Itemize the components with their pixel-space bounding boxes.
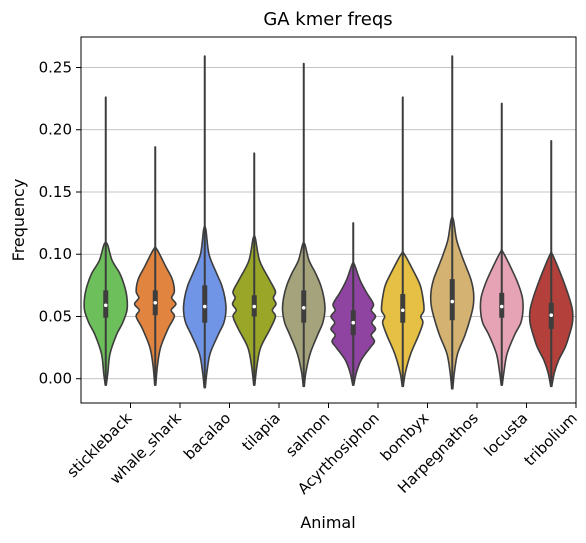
- y-tick-label: 0.15: [39, 183, 72, 201]
- y-axis-title: Frequency: [9, 179, 28, 262]
- violin-median: [103, 303, 108, 308]
- y-tick-label: 0.10: [39, 245, 72, 263]
- violin-median: [351, 320, 356, 325]
- violin-median: [499, 304, 504, 309]
- violin-median: [153, 300, 158, 305]
- chart-title: GA kmer freqs: [263, 9, 392, 30]
- violin-tribolium: [528, 139, 574, 388]
- y-tick-label: 0.20: [39, 121, 72, 139]
- x-tick-label: tribolium: [520, 409, 580, 469]
- violin-acyrthosiphon: [330, 222, 377, 386]
- violin-median: [252, 304, 257, 309]
- violin-stickleback: [83, 96, 129, 386]
- x-tick-label: bacalao: [180, 409, 234, 463]
- y-tick-label: 0.25: [39, 59, 72, 77]
- x-axis-title: Animal: [300, 513, 355, 532]
- violin-median: [202, 304, 207, 309]
- violin-salmon: [281, 62, 326, 388]
- violins: [83, 55, 574, 390]
- violin-harpegnathos: [429, 55, 475, 390]
- violin-median: [549, 313, 554, 318]
- violin-bombyx: [380, 96, 425, 388]
- violin-tilapia: [231, 152, 277, 386]
- y-tick-label: 0.00: [39, 370, 72, 388]
- violin-median: [450, 299, 455, 304]
- violin-bacalao: [182, 55, 227, 389]
- violin-median: [400, 308, 405, 313]
- x-tick-label: tilapia: [238, 409, 283, 454]
- violin-whale-shark: [133, 146, 177, 386]
- y-tick-label: 0.05: [39, 307, 72, 325]
- violin-median: [301, 305, 306, 310]
- violin-locusta: [479, 102, 524, 386]
